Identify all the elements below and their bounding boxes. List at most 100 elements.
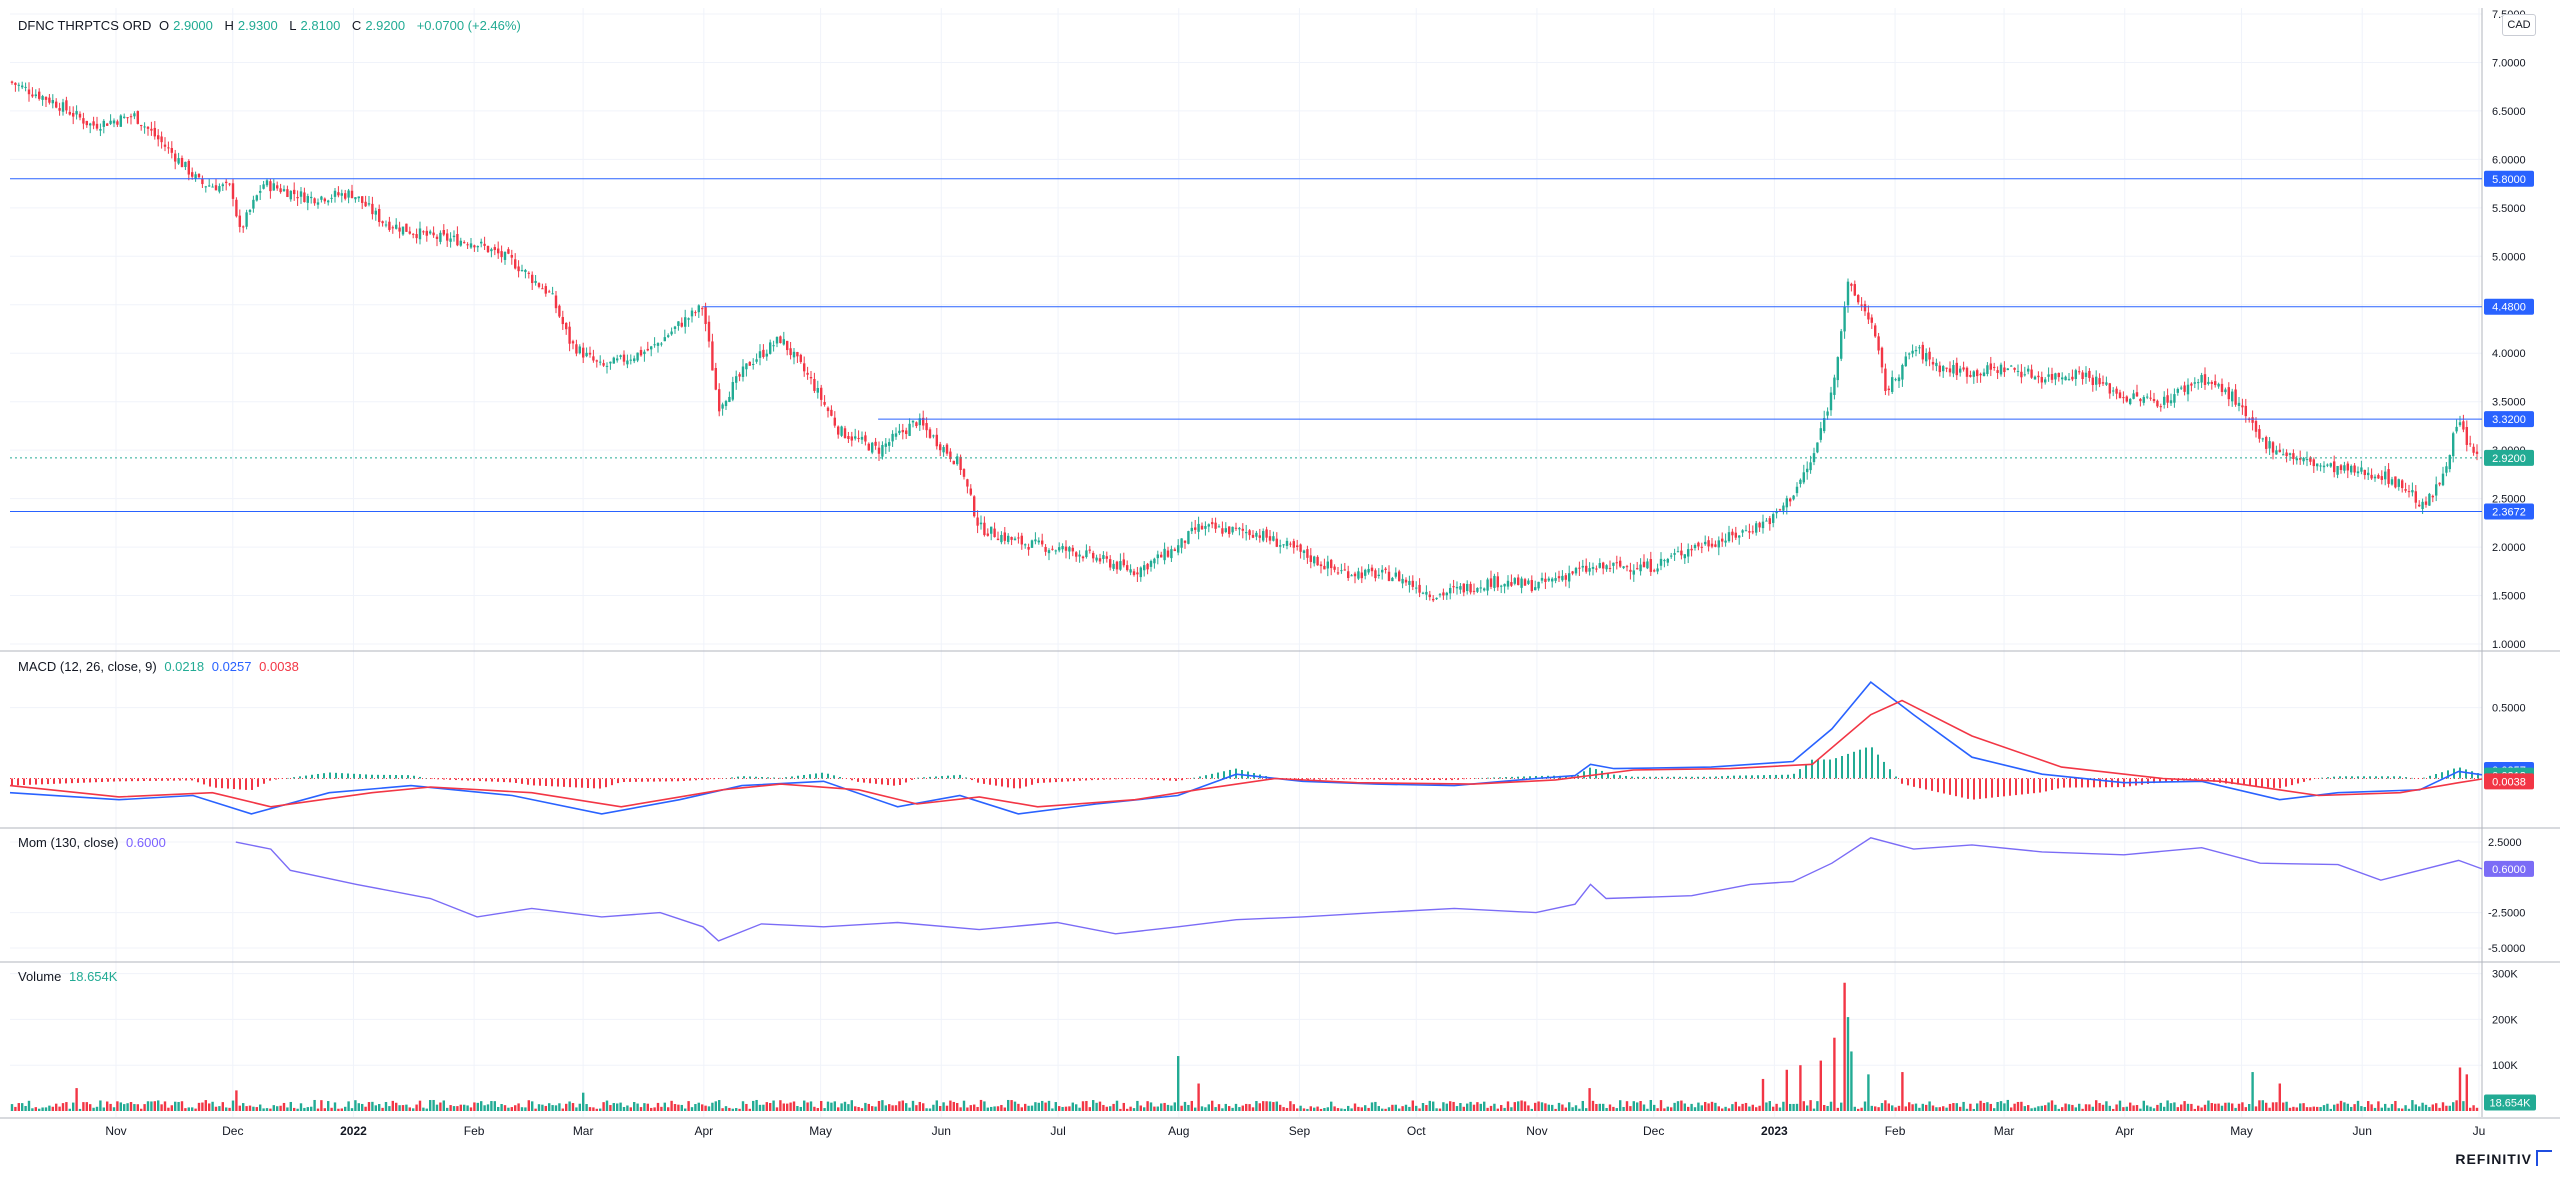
- volume-bar: [286, 1107, 289, 1111]
- volume-bar: [558, 1103, 561, 1111]
- candle-body: [1595, 568, 1598, 570]
- candle-body: [2064, 376, 2067, 381]
- volume-bar: [762, 1104, 765, 1111]
- currency-button[interactable]: CAD: [2502, 14, 2536, 36]
- candle-body: [792, 351, 796, 358]
- candle-body: [1918, 347, 1921, 349]
- volume-bar: [1081, 1101, 1085, 1111]
- macd-hist-value: 0.0218: [164, 659, 205, 674]
- volume-bar: [765, 1102, 768, 1111]
- candle-body: [1751, 531, 1754, 533]
- volume-bar: [201, 1102, 204, 1111]
- candle-body: [2268, 441, 2271, 449]
- volume-bar: [1734, 1101, 1737, 1111]
- close-label: C: [351, 18, 362, 33]
- volume-bar: [1928, 1101, 1931, 1111]
- candle-body: [782, 339, 785, 345]
- volume-bar: [2271, 1102, 2275, 1111]
- volume-bar: [354, 1100, 357, 1111]
- candle-body: [2190, 383, 2193, 386]
- volume-bar: [442, 1100, 445, 1111]
- candle-body: [2217, 383, 2220, 387]
- volume-bar: [1520, 1100, 1523, 1111]
- candle-body: [1639, 564, 1642, 572]
- volume-bar: [1340, 1108, 1343, 1111]
- volume-bar: [2016, 1101, 2020, 1111]
- candle-body: [1109, 559, 1112, 568]
- volume-bar: [1663, 1108, 1666, 1111]
- candle-body: [1272, 536, 1275, 541]
- candle-body: [1071, 547, 1074, 552]
- candle-body: [364, 201, 367, 207]
- candle-body: [1364, 569, 1367, 576]
- volume-bar: [2401, 1108, 2404, 1111]
- volume-bar: [687, 1101, 690, 1111]
- candle-body: [1340, 570, 1343, 572]
- candle-body: [1775, 512, 1778, 514]
- price-tick-label: 2.5000: [2492, 494, 2526, 506]
- candle-body: [877, 447, 881, 454]
- volume-bar: [1061, 1106, 1064, 1111]
- volume-bar: [255, 1107, 258, 1111]
- volume-bar: [1442, 1102, 1445, 1111]
- volume-bar: [2227, 1102, 2230, 1111]
- candle-body: [1170, 549, 1173, 559]
- volume-bar: [629, 1107, 632, 1111]
- macd-title: MACD (12, 26, close, 9): [18, 659, 157, 674]
- volume-bar: [2285, 1101, 2288, 1111]
- volume-bar: [534, 1108, 537, 1111]
- candle-body: [728, 396, 731, 402]
- volume-bar: [1489, 1105, 1493, 1111]
- candle-body: [1224, 528, 1227, 532]
- candle-body: [1738, 535, 1741, 538]
- volume-bar: [1707, 1103, 1710, 1111]
- candle-body: [330, 197, 333, 199]
- candle-body: [745, 363, 748, 370]
- candle-body: [2071, 376, 2074, 380]
- candle-body: [490, 249, 493, 252]
- candle-body: [1853, 284, 1856, 296]
- candle-body: [843, 428, 847, 439]
- volume-bar: [1836, 1107, 1839, 1111]
- volume-bar: [670, 1100, 673, 1111]
- volume-bar: [1330, 1101, 1333, 1111]
- candle-body: [1561, 575, 1564, 581]
- volume-bar: [1748, 1106, 1751, 1111]
- candle-body: [2176, 388, 2179, 393]
- volume-bar: [741, 1101, 745, 1111]
- low-value: 2.8100: [300, 18, 341, 33]
- candle-body: [1105, 556, 1108, 559]
- candle-body: [211, 186, 214, 188]
- candle-body: [2469, 443, 2472, 445]
- candle-body: [1527, 580, 1530, 584]
- volume-bar: [1819, 1060, 1822, 1111]
- symbol-label: DFNC THRPTCS ORD: [18, 18, 152, 33]
- candle-body: [1024, 544, 1027, 546]
- volume-bar: [1289, 1101, 1292, 1111]
- volume-bar: [571, 1103, 575, 1111]
- volume-bar: [996, 1106, 1000, 1111]
- volume-bar: [2350, 1106, 2353, 1111]
- candle-body: [2458, 422, 2462, 426]
- candle-body: [106, 123, 109, 126]
- volume-bar: [1374, 1101, 1377, 1111]
- volume-bar: [2265, 1102, 2268, 1111]
- volume-bar: [2091, 1106, 2094, 1111]
- candle-body: [184, 161, 187, 168]
- candle-body: [95, 123, 99, 129]
- candle-body: [2401, 480, 2404, 489]
- volume-bar: [2418, 1106, 2421, 1111]
- volume-bar: [1483, 1101, 1486, 1111]
- volume-bar: [1578, 1108, 1581, 1111]
- candle-body: [636, 352, 639, 361]
- volume-bar: [163, 1101, 167, 1111]
- candle-body: [1649, 559, 1652, 572]
- candle-body: [1537, 581, 1540, 589]
- macd-line-value: 0.0257: [211, 659, 252, 674]
- volume-bar: [1353, 1103, 1357, 1111]
- volume-bar: [48, 1105, 51, 1111]
- volume-bar: [2380, 1107, 2383, 1111]
- volume-bar: [1163, 1102, 1166, 1111]
- volume-bar: [803, 1100, 806, 1111]
